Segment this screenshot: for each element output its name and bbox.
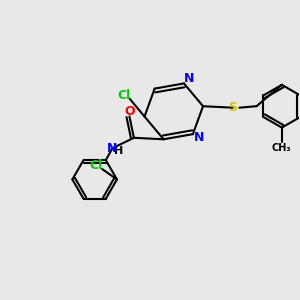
Text: Cl: Cl [118,88,131,102]
Text: CH₃: CH₃ [272,143,292,153]
Text: N: N [194,130,204,144]
Text: H: H [114,146,124,156]
Text: N: N [107,142,117,155]
Text: S: S [228,101,237,114]
Text: Cl: Cl [89,159,103,172]
Text: O: O [124,105,135,118]
Text: N: N [184,73,194,85]
